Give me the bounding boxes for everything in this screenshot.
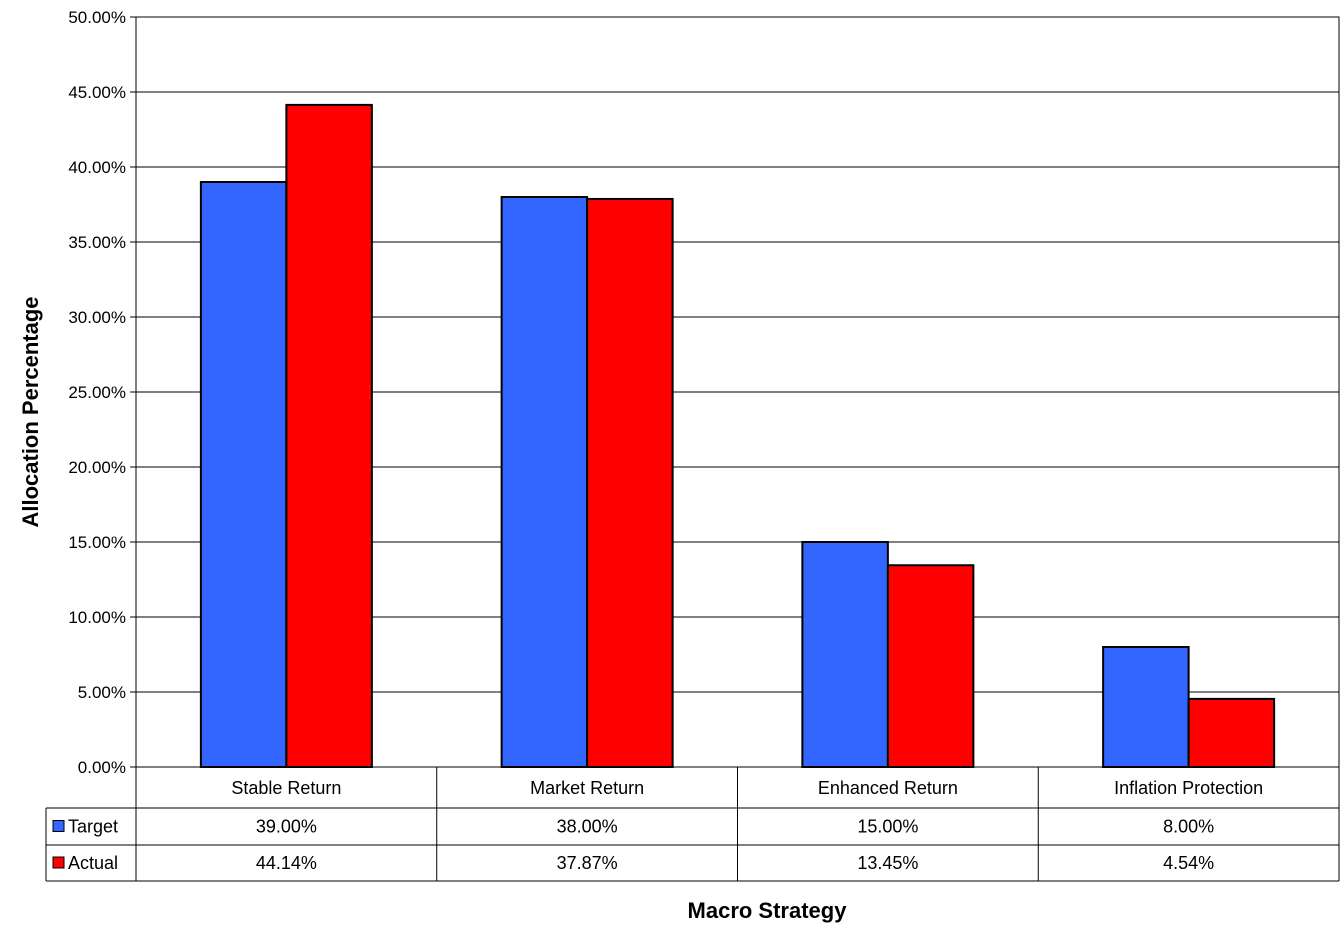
x-category-label: Inflation Protection xyxy=(1114,778,1263,798)
table-cell: 37.87% xyxy=(557,853,618,873)
table-cell: 15.00% xyxy=(857,817,918,837)
y-tick-label: 40.00% xyxy=(68,158,126,177)
y-tick-label: 35.00% xyxy=(68,233,126,252)
y-tick-label: 5.00% xyxy=(78,683,126,702)
legend-key-target xyxy=(52,820,65,832)
bar-target xyxy=(500,196,589,768)
y-tick-labels: 0.00% 5.00% 10.00% 15.00% 20.00% 25.00% 30.00%… xyxy=(68,8,126,777)
y-tick-label: 0.00% xyxy=(78,758,126,777)
y-tick-label: 10.00% xyxy=(68,608,126,627)
y-tick-label: 45.00% xyxy=(68,83,126,102)
y-tick-label: 25.00% xyxy=(68,383,126,402)
x-category-label: Market Return xyxy=(530,778,644,798)
legend-key-actual xyxy=(52,856,65,869)
bar-actual xyxy=(586,197,674,768)
bars xyxy=(199,103,1276,769)
data-table: Stable Return Market Return Enhanced Retur… xyxy=(45,767,1340,882)
legend-label: Actual xyxy=(68,853,118,873)
x-axis-title: Macro Strategy xyxy=(688,898,848,923)
table-cell: 44.14% xyxy=(256,853,317,873)
y-tick-label: 30.00% xyxy=(68,308,126,327)
table-cell: 38.00% xyxy=(557,817,618,837)
y-axis-title: Allocation Percentage xyxy=(18,296,43,527)
table-cell: 13.45% xyxy=(857,853,918,873)
y-tick-label: 20.00% xyxy=(68,458,126,477)
table-cell: 4.54% xyxy=(1163,853,1214,873)
bar-target xyxy=(801,541,889,768)
bar-actual xyxy=(1187,697,1276,769)
bar-actual xyxy=(886,564,975,768)
x-category-label: Enhanced Return xyxy=(818,778,958,798)
plot-area-border xyxy=(135,16,1340,768)
table-cell: 8.00% xyxy=(1163,817,1214,837)
bar-target xyxy=(199,181,288,768)
legend-label: Target xyxy=(68,817,118,837)
bar-target xyxy=(1102,646,1190,768)
bar-actual xyxy=(285,103,373,768)
y-tick-label: 50.00% xyxy=(68,8,126,27)
y-tick-label: 15.00% xyxy=(68,533,126,552)
x-category-label: Stable Return xyxy=(231,778,341,798)
table-cell: 39.00% xyxy=(256,817,317,837)
